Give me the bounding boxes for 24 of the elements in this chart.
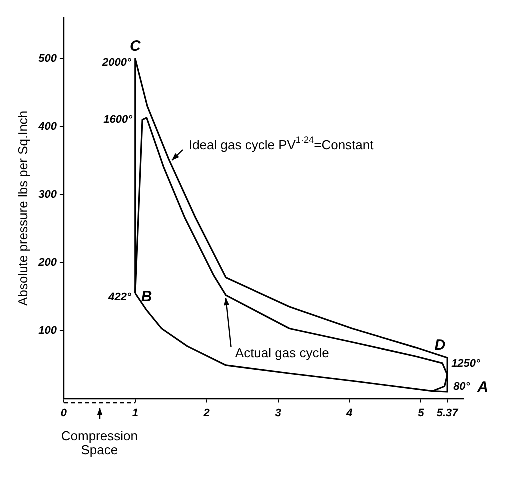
y-tick-label: 300 xyxy=(38,188,58,201)
x-tick-label: 2 xyxy=(202,407,210,420)
text: Compression Space xyxy=(61,428,138,458)
y-tick-label: 100 xyxy=(38,324,58,337)
x-tick-label: 5 xyxy=(418,407,426,420)
x-tick-label: 1 xyxy=(132,407,138,420)
y-tick-label: 400 xyxy=(38,120,58,133)
x-tick-label: 4 xyxy=(346,407,353,420)
annotation: C xyxy=(130,38,142,55)
y-axis-title: Absolute pressure lbs per Sq.Inch xyxy=(15,110,30,306)
annotation: 422° xyxy=(108,291,132,304)
annotation: A xyxy=(476,379,488,396)
x-tick-label: 3 xyxy=(275,407,282,420)
annotation: 2000° xyxy=(102,56,132,69)
annotation: 1250° xyxy=(452,358,482,370)
annotation: 1600° xyxy=(104,114,134,126)
annotation: B xyxy=(141,288,152,306)
x-tick-label: 5.37 xyxy=(436,407,460,420)
series-label: Actual gas cycle xyxy=(235,346,330,360)
y-tick-label: 200 xyxy=(38,256,58,269)
annotation: 80° xyxy=(454,381,471,394)
annotation: D xyxy=(434,337,446,354)
x-tick-label: 0 xyxy=(60,407,68,420)
y-tick-label: 500 xyxy=(38,52,58,65)
